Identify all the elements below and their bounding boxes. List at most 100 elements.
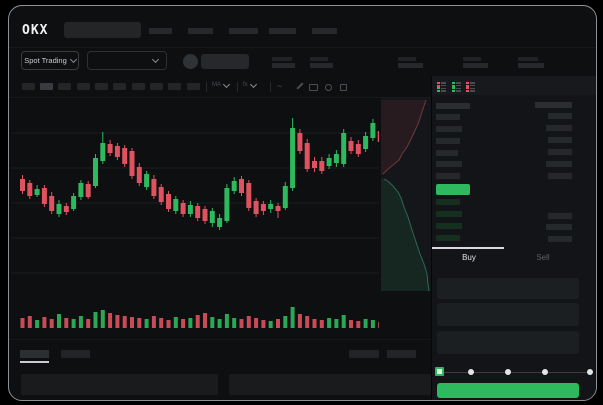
ticker-stat-label (463, 57, 481, 61)
tab-buy[interactable]: Buy (462, 252, 476, 262)
action-button-placeholder[interactable] (201, 54, 249, 69)
ticker-stat-label (518, 57, 538, 61)
ask-price-row[interactable] (436, 161, 462, 167)
bid-amount-row[interactable] (546, 224, 572, 230)
market-type-dropdown[interactable]: Spot Trading (21, 51, 79, 70)
coin-avatar[interactable] (183, 54, 198, 69)
timeframe-button[interactable] (132, 83, 145, 90)
ask-price-row[interactable] (436, 114, 460, 120)
ticker-stat-label (310, 57, 328, 61)
ask-price-row[interactable] (436, 173, 460, 179)
timeframe-button[interactable] (150, 83, 163, 90)
bottom-panel (21, 374, 218, 395)
amount-slider-track[interactable] (439, 372, 590, 373)
ask-amount-row[interactable] (546, 161, 572, 167)
toolbar-separator (270, 82, 271, 92)
slider-stop-dot[interactable] (468, 369, 474, 375)
trade-input-field[interactable] (437, 331, 579, 354)
ticker-stat-label (398, 57, 416, 61)
line-style-icon[interactable]: ~ (277, 81, 283, 91)
chevron-down-icon (151, 55, 160, 64)
ask-amount-row[interactable] (548, 149, 572, 155)
top-nav: OKX (9, 6, 596, 48)
timeframe-button[interactable] (22, 83, 35, 90)
timeframe-button[interactable] (40, 83, 53, 90)
ask-amount-row[interactable] (548, 173, 572, 179)
depth-chart (381, 98, 431, 292)
bottom-panel (229, 374, 431, 395)
nav-item-placeholder[interactable] (312, 28, 337, 34)
nav-item-placeholder[interactable] (149, 28, 172, 34)
ticker-stat-label (272, 57, 292, 61)
orderbook-mode-icon[interactable] (437, 82, 447, 92)
timeframe-button[interactable] (77, 83, 90, 90)
timeframe-button[interactable] (113, 83, 126, 90)
timeframe-button[interactable] (168, 83, 181, 90)
nav-item-placeholder[interactable] (188, 28, 213, 34)
bottom-tab-bar (9, 339, 431, 372)
bid-price-row[interactable] (436, 235, 460, 241)
orderbook-mode-icon[interactable] (466, 82, 476, 92)
timeframe-button[interactable] (58, 83, 71, 90)
ask-amount-row[interactable] (546, 125, 572, 131)
chart-toolbar: MA fx ~ (9, 76, 431, 98)
bid-amount-row[interactable] (548, 236, 572, 242)
candlestick-chart[interactable] (11, 98, 383, 339)
pair-selector-dropdown[interactable] (87, 51, 167, 70)
ticker-stat-value (310, 63, 333, 68)
orderbook-header-strip (432, 76, 596, 95)
toolbar-separator (237, 82, 238, 92)
camera-icon[interactable] (309, 84, 318, 91)
ma-indicator-button[interactable]: MA (212, 80, 231, 88)
orderbook-mode-icon[interactable] (452, 82, 462, 92)
settings-icon[interactable] (325, 84, 332, 91)
bottom-panels (9, 372, 431, 400)
bid-amount-row[interactable] (548, 213, 572, 219)
ask-amount-row[interactable] (548, 113, 572, 119)
chevron-down-icon (222, 80, 231, 88)
active-tab-indicator (432, 247, 504, 249)
tab-sell[interactable]: Sell (536, 252, 550, 262)
bid-price-row[interactable] (436, 211, 462, 217)
bottom-bar-button[interactable] (349, 350, 379, 358)
ticker-stat-value (398, 63, 423, 68)
bottom-tab-underline (20, 361, 49, 363)
timeframe-button[interactable] (95, 83, 108, 90)
draw-icon[interactable] (296, 82, 304, 90)
last-price-badge[interactable] (436, 184, 470, 195)
chevron-down-icon (249, 80, 257, 88)
fx-indicator-button[interactable]: fx (243, 80, 257, 88)
trade-side-panel: Buy Sell (431, 76, 596, 400)
orderbook-col-header (436, 103, 470, 109)
slider-stop-dot[interactable] (505, 369, 511, 375)
okx-logo[interactable]: OKX (22, 23, 49, 38)
slider-stop-dot[interactable] (587, 369, 593, 375)
orderbook-col-header (535, 102, 572, 108)
trade-input-field[interactable] (437, 303, 579, 326)
market-header: Spot Trading (9, 48, 596, 76)
bottom-tab[interactable] (61, 350, 90, 358)
market-type-label: Spot Trading (24, 56, 67, 65)
slider-stop-dot[interactable] (542, 369, 548, 375)
nav-item-placeholder[interactable] (229, 28, 258, 34)
ticker-stat-value (272, 63, 295, 68)
ask-price-row[interactable] (436, 150, 458, 156)
search-input[interactable] (64, 22, 141, 38)
fullscreen-icon[interactable] (340, 84, 347, 91)
timeframe-button[interactable] (187, 83, 200, 90)
trade-input-field[interactable] (437, 278, 579, 299)
ask-price-row[interactable] (436, 138, 460, 144)
bid-price-row[interactable] (436, 199, 460, 205)
amount-slider-handle[interactable] (435, 367, 444, 376)
buy-submit-button[interactable] (437, 383, 579, 398)
ticker-stat-value (518, 63, 544, 68)
ask-price-row[interactable] (436, 126, 462, 132)
ask-amount-row[interactable] (548, 137, 572, 143)
bottom-bar-button[interactable] (387, 350, 416, 358)
bottom-tab[interactable] (20, 350, 49, 358)
toolbar-separator (206, 82, 207, 92)
app-window: OKX Spot Trading MA fx ~ Buy Sell (8, 5, 597, 401)
nav-item-placeholder[interactable] (269, 28, 296, 34)
bid-price-row[interactable] (436, 223, 462, 229)
chevron-down-icon (69, 55, 77, 64)
